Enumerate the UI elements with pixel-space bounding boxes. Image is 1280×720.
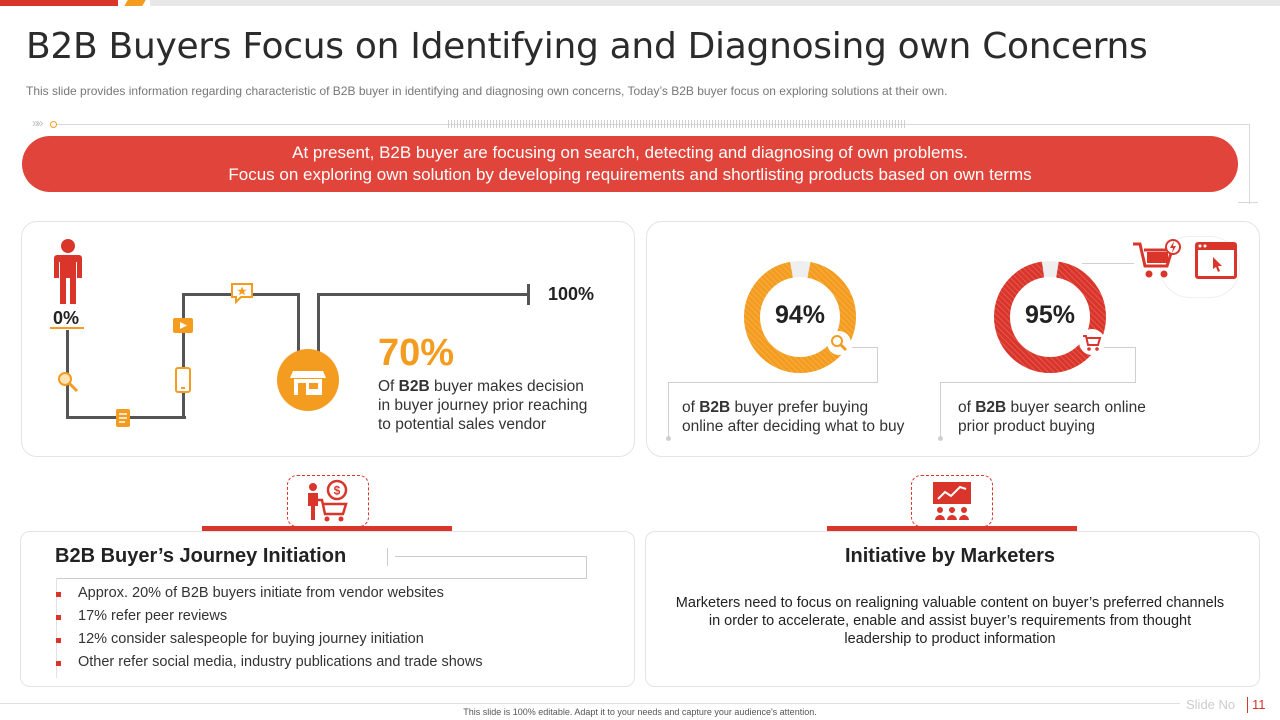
start-underline xyxy=(50,327,84,329)
bullets-guide-line xyxy=(56,578,57,678)
list-item: 12% consider salespeople for buying jour… xyxy=(54,631,483,654)
search-icon xyxy=(58,372,79,393)
marketers-panel xyxy=(645,531,1260,687)
stat-desc-line1: buyer prefer buying xyxy=(730,399,869,416)
decor-dot xyxy=(50,121,57,128)
stat-desc-bold: B2B xyxy=(699,399,731,416)
journey-start-label: 0% xyxy=(53,308,80,328)
path-segment xyxy=(317,293,320,353)
star-review-icon xyxy=(231,283,253,304)
decor-tick xyxy=(1238,202,1258,203)
footer-line xyxy=(0,703,1180,704)
footer-note: This slide is 100% editable. Adapt it to… xyxy=(463,707,817,717)
browser-click-icon xyxy=(1195,242,1237,279)
connector-line xyxy=(940,382,1136,383)
stat-description-94: of B2B buyer prefer buying online after … xyxy=(682,398,922,436)
top-accent-red xyxy=(0,0,118,6)
donut-arc-95 xyxy=(994,261,1106,373)
path-segment xyxy=(297,293,300,353)
section-bar-left xyxy=(202,526,452,531)
marketers-description: Marketers need to focus on realigning va… xyxy=(645,594,1255,648)
donut-chart-94 xyxy=(744,261,856,373)
journey-desc-bold: B2B xyxy=(398,378,430,395)
shopping-cart-icon xyxy=(1079,329,1105,355)
svg-text:$: $ xyxy=(334,484,341,498)
buyer-cart-icon: $ xyxy=(308,479,348,522)
banner-line-2: Focus on exploring own solution by devel… xyxy=(228,165,1032,184)
online-cart-icon xyxy=(1133,239,1181,278)
marketers-line-2: in order to accelerate, enable and assis… xyxy=(708,613,1192,629)
list-item: Approx. 20% of B2B buyers initiate from … xyxy=(54,585,483,608)
journey-bullet-list: Approx. 20% of B2B buyers initiate from … xyxy=(54,585,483,677)
marketers-title: Initiative by Marketers xyxy=(844,545,1056,567)
presentation-chart-icon xyxy=(933,482,971,520)
title-divider-line xyxy=(56,578,587,579)
title-divider-line xyxy=(586,556,587,578)
connector-dot xyxy=(938,436,943,441)
stat-desc-bold: B2B xyxy=(975,399,1007,416)
journey-description: Of B2B buyer makes decision in buyer jou… xyxy=(378,377,618,434)
top-accent-orange xyxy=(124,0,146,6)
slide-number-separator xyxy=(1247,697,1248,713)
path-segment xyxy=(182,293,185,419)
slide-number: 11 xyxy=(1252,697,1266,712)
decor-hatch xyxy=(448,120,906,128)
marketers-line-1: Marketers need to focus on realigning va… xyxy=(675,595,1225,611)
path-segment xyxy=(317,293,529,296)
stat-desc-prefix: of xyxy=(958,399,976,416)
journey-desc-prefix: Of xyxy=(378,378,399,395)
journey-initiation-title: B2B Buyer’s Journey Initiation xyxy=(55,545,347,567)
donut-arc-94 xyxy=(744,261,856,373)
journey-initiation-panel xyxy=(20,531,635,687)
connector-line xyxy=(877,347,878,383)
mobile-phone-icon xyxy=(175,367,191,393)
person-icon xyxy=(54,239,82,304)
slide-subtitle: This slide provides information regardin… xyxy=(26,84,948,98)
connector-line xyxy=(852,347,878,348)
title-divider-line xyxy=(395,556,586,557)
journey-desc-line3: to potential sales vendor xyxy=(378,416,547,433)
stat-value-95: 95% xyxy=(1024,301,1076,329)
decor-vertical-line xyxy=(1249,124,1250,204)
donut-chart-95 xyxy=(994,261,1106,373)
banner-line-1: At present, B2B buyer are focusing on se… xyxy=(292,143,968,162)
journey-end-label: 100% xyxy=(548,284,595,304)
connector-line xyxy=(1082,263,1134,264)
video-play-icon xyxy=(173,318,193,333)
stat-value-94: 94% xyxy=(774,301,826,329)
summary-banner: At present, B2B buyer are focusing on se… xyxy=(22,136,1238,192)
document-icon xyxy=(116,409,130,427)
top-accent-gray xyxy=(150,0,1280,6)
path-end-cap xyxy=(527,284,530,305)
journey-highlight-value: 70% xyxy=(378,332,455,374)
stat-desc-prefix: of xyxy=(682,399,700,416)
stat-desc-line2: prior product buying xyxy=(958,418,1095,435)
connector-line xyxy=(940,382,941,438)
connector-line xyxy=(668,382,878,383)
magnifier-icon xyxy=(827,331,851,355)
stat-description-95: of B2B buyer search online prior product… xyxy=(958,398,1198,436)
stat-desc-line1: buyer search online xyxy=(1006,399,1146,416)
connector-line xyxy=(1135,347,1136,383)
connector-line xyxy=(1104,347,1136,348)
store-icon xyxy=(277,349,339,411)
journey-desc-line1: buyer makes decision xyxy=(429,378,584,395)
slide-title: B2B Buyers Focus on Identifying and Diag… xyxy=(26,26,1148,67)
journey-desc-line2: in buyer journey prior reaching xyxy=(378,397,588,414)
slide-number-label: Slide No xyxy=(1186,697,1236,712)
connector-dot xyxy=(666,436,671,441)
list-item: Other refer social media, industry publi… xyxy=(54,654,483,677)
marketers-line-3: leadership to product information xyxy=(844,631,1056,647)
double-chevron-icon: »» xyxy=(32,116,43,130)
list-item: 17% refer peer reviews xyxy=(54,608,483,631)
connector-line xyxy=(668,382,669,438)
stat-desc-line2: online after deciding what to buy xyxy=(682,418,905,435)
title-divider xyxy=(387,548,388,566)
section-bar-right xyxy=(827,526,1077,531)
